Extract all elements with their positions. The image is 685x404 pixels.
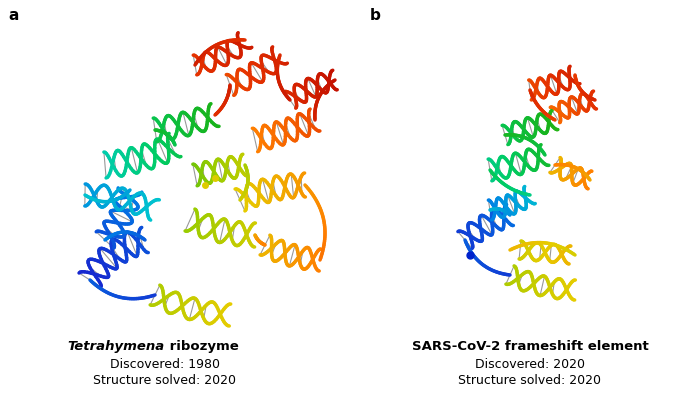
Text: Structure solved: 2020: Structure solved: 2020 bbox=[458, 374, 601, 387]
Text: Discovered: 2020: Discovered: 2020 bbox=[475, 358, 585, 371]
Text: Discovered: 1980: Discovered: 1980 bbox=[110, 358, 220, 371]
Text: SARS-CoV-2 frameshift element: SARS-CoV-2 frameshift element bbox=[412, 340, 649, 353]
Text: Structure solved: 2020: Structure solved: 2020 bbox=[93, 374, 236, 387]
Text: a: a bbox=[8, 8, 18, 23]
Text: ribozyme: ribozyme bbox=[165, 340, 239, 353]
Text: Tetrahymena: Tetrahymena bbox=[68, 340, 165, 353]
Text: b: b bbox=[370, 8, 381, 23]
